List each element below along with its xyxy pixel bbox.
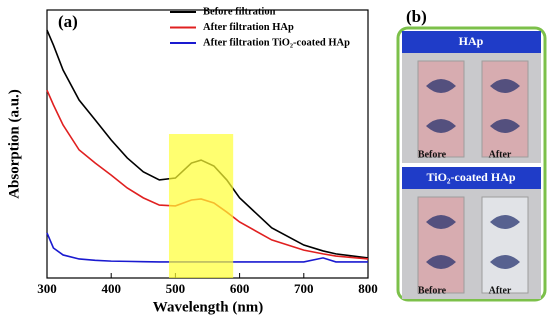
x-tick-label: 800	[358, 281, 378, 296]
legend-label: Before filtration	[203, 6, 276, 17]
x-tick-label: 600	[230, 281, 250, 296]
photo-header	[402, 167, 541, 189]
photo-caption: After	[489, 149, 512, 160]
photo-header	[402, 31, 541, 53]
x-tick-label: 300	[37, 281, 57, 296]
x-tick-label: 500	[166, 281, 186, 296]
vial-logo	[490, 79, 520, 133]
photo-caption: After	[489, 285, 512, 296]
x-tick-label: 400	[101, 281, 121, 296]
legend-label: After filtration TiO₂-coated HAp	[203, 37, 350, 48]
vial-logo	[426, 215, 456, 269]
y-axis-label: Absorption (a.u.)	[6, 89, 22, 199]
vial	[481, 196, 529, 294]
photo-title: TiO₂-coated HAp	[426, 170, 515, 184]
vial-logo	[490, 215, 520, 269]
vial-logo	[426, 79, 456, 133]
vial	[417, 60, 465, 158]
x-axis-label: Wavelength (nm)	[153, 299, 263, 315]
highlight-band	[168, 134, 234, 278]
legend-label: After filtration HAp	[203, 22, 294, 33]
photo-frame	[396, 26, 547, 302]
photo-caption: Before	[418, 149, 447, 160]
vial	[417, 196, 465, 294]
photo-title: HAp	[459, 34, 484, 48]
vial	[481, 60, 529, 158]
panel-label: (b)	[406, 7, 427, 26]
x-tick-label: 700	[294, 281, 314, 296]
photo-caption: Before	[418, 285, 447, 296]
panel-label: (a)	[58, 12, 78, 31]
